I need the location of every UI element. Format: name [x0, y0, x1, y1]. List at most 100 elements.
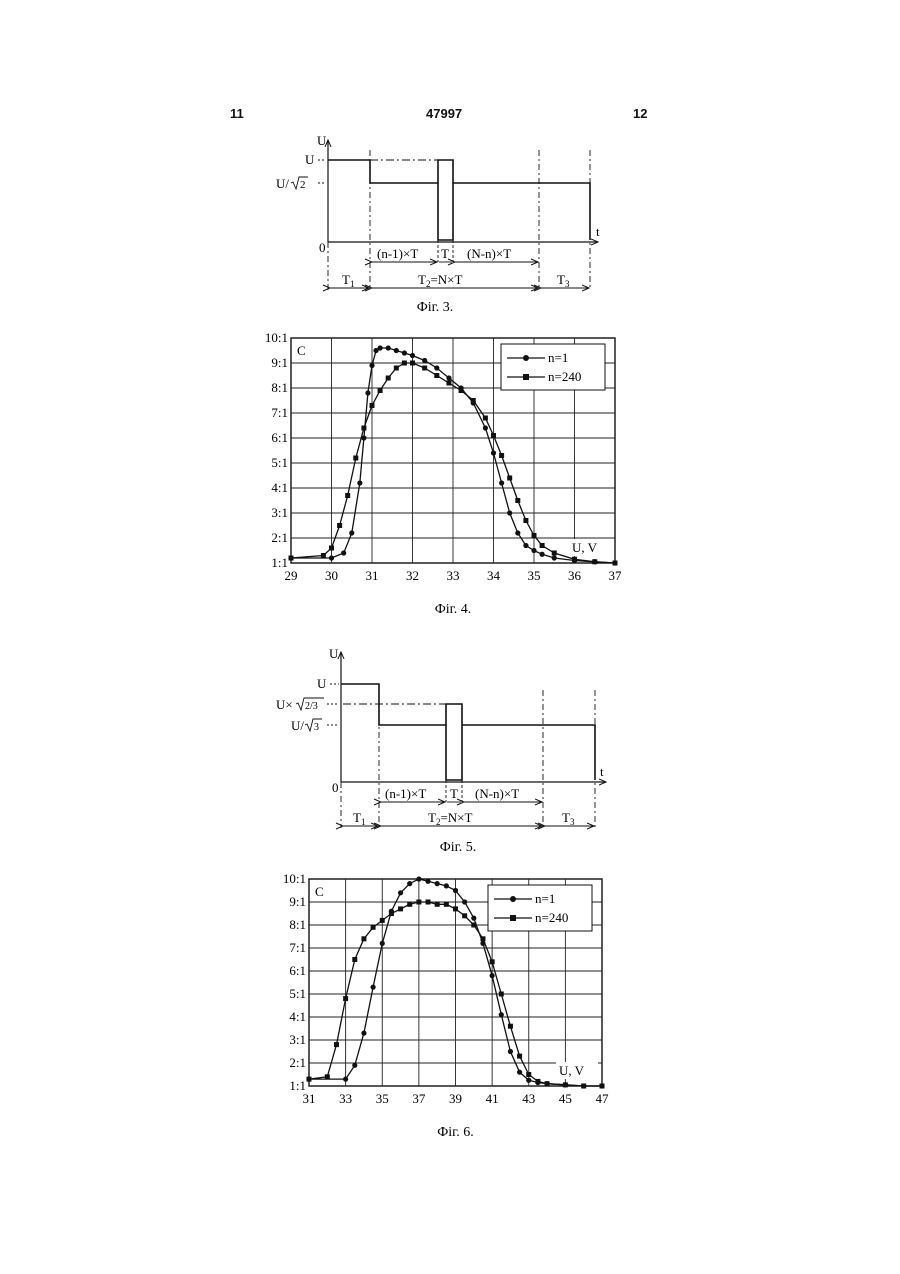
fig6-point-circle — [398, 890, 403, 895]
fig4-point-square — [592, 559, 597, 564]
fig6-x-tick-label: 45 — [559, 1091, 572, 1106]
fig4-x-tick-label: 30 — [325, 568, 338, 583]
fig6-point-square — [389, 911, 394, 916]
fig4-point-circle — [365, 390, 370, 395]
fig4-caption: Фіг. 4. — [435, 602, 472, 617]
fig6-point-square — [535, 1079, 540, 1084]
fig6-point-square — [563, 1082, 568, 1087]
fig4-y-tick-label: 5:1 — [271, 455, 288, 470]
fig5-seg-after-label: (N-n)×T — [475, 786, 519, 801]
fig4-point-circle — [499, 480, 504, 485]
fig6-point-square — [361, 936, 366, 941]
fig5-y-axis-label: U — [329, 646, 339, 661]
fig5-period2-label: T2=N×T — [428, 810, 473, 827]
fig5-period1-label: T1 — [353, 810, 365, 827]
fig4-x-tick-label: 33 — [447, 568, 460, 583]
fig6-point-square — [600, 1084, 605, 1089]
fig6-y-tick-label: 6:1 — [289, 963, 306, 978]
fig4-y-tick-label: 10:1 — [265, 330, 288, 345]
fig3-seg-before-label: (n-1)×T — [377, 246, 418, 261]
fig6-caption: Фіг. 6. — [437, 1125, 474, 1140]
figure-4-chart: 2930313233343536371:12:13:14:15:16:17:18… — [265, 330, 622, 617]
fig4-point-square — [394, 366, 399, 371]
fig4-legend-marker-circle — [523, 355, 529, 361]
fig4-point-circle — [531, 548, 536, 553]
fig4-legend-marker-square — [523, 374, 529, 380]
fig4-point-square — [515, 498, 520, 503]
fig4-point-circle — [540, 552, 545, 557]
fig5-seg-before-label: (n-1)×T — [385, 786, 426, 801]
fig4-point-circle — [515, 530, 520, 535]
fig6-point-circle — [444, 883, 449, 888]
fig3-level-high-label: U — [305, 152, 315, 167]
fig6-point-square — [334, 1042, 339, 1047]
fig3-seg-pulse-label: T — [441, 246, 449, 261]
fig4-point-square — [446, 381, 451, 386]
fig4-point-circle — [357, 480, 362, 485]
fig4-point-square — [434, 373, 439, 378]
fig4-x-tick-label: 37 — [609, 568, 623, 583]
fig5-period3-label: T3 — [562, 810, 575, 827]
fig6-corner-label: C — [315, 884, 324, 899]
fig4-point-circle — [446, 375, 451, 380]
fig4-point-square — [345, 493, 350, 498]
fig6-point-square — [480, 936, 485, 941]
fig4-point-square — [422, 366, 427, 371]
fig4-y-tick-label: 4:1 — [271, 480, 288, 495]
fig4-y-tick-label: 8:1 — [271, 380, 288, 395]
fig4-point-circle — [434, 365, 439, 370]
fig6-point-circle — [352, 1063, 357, 1068]
fig6-point-circle — [407, 881, 412, 886]
fig5-caption: Фіг. 5. — [440, 840, 477, 855]
fig6-point-square — [435, 902, 440, 907]
svg-text:U×: U× — [276, 697, 293, 712]
figure-3-timing-diagram: U t 0 U U/ 2 (n-1)×T T (N-n)×T T1 — [276, 133, 600, 315]
fig4-point-circle — [552, 555, 557, 560]
fig3-period1-label: T1 — [342, 272, 354, 289]
fig6-point-square — [416, 900, 421, 905]
fig3-origin-label: 0 — [319, 240, 326, 255]
fig6-x-tick-label: 43 — [522, 1091, 535, 1106]
fig4-point-square — [572, 557, 577, 562]
svg-text:U/: U/ — [276, 176, 289, 191]
fig4-y-tick-label: 9:1 — [271, 355, 288, 370]
fig6-point-square — [371, 925, 376, 930]
fig4-x-tick-label: 35 — [528, 568, 541, 583]
fig4-y-tick-label: 7:1 — [271, 405, 288, 420]
fig4-x-tick-label: 29 — [285, 568, 298, 583]
figures-canvas: U t 0 U U/ 2 (n-1)×T T (N-n)×T T1 — [0, 0, 900, 1274]
fig6-x-tick-label: 33 — [339, 1091, 352, 1106]
fig6-x-tick-label: 37 — [412, 1091, 426, 1106]
fig6-legend-marker-square — [510, 915, 516, 921]
fig4-y-tick-label: 2:1 — [271, 530, 288, 545]
fig6-y-tick-label: 4:1 — [289, 1009, 306, 1024]
svg-text:U/: U/ — [291, 718, 304, 733]
fig4-point-circle — [386, 345, 391, 350]
fig3-x-axis-label: t — [596, 224, 600, 239]
fig6-y-tick-label: 1:1 — [289, 1078, 306, 1093]
fig6-point-circle — [453, 888, 458, 893]
fig6-point-circle — [490, 973, 495, 978]
fig6-point-square — [453, 906, 458, 911]
fig5-level-lower-label: U/ 3 — [291, 718, 322, 733]
fig6-point-square — [499, 992, 504, 997]
fig6-point-square — [407, 902, 412, 907]
fig5-pulse-outline — [446, 725, 462, 780]
fig6-point-square — [471, 923, 476, 928]
fig6-point-square — [508, 1024, 513, 1029]
fig6-x-tick-label: 41 — [486, 1091, 499, 1106]
fig4-point-circle — [341, 550, 346, 555]
fig6-point-square — [325, 1074, 330, 1079]
fig4-point-square — [471, 398, 476, 403]
fig4-point-circle — [523, 543, 528, 548]
fig6-point-circle — [361, 1031, 366, 1036]
fig4-y-tick-label: 3:1 — [271, 505, 288, 520]
fig6-point-circle — [462, 899, 467, 904]
fig4-point-square — [329, 546, 334, 551]
fig6-point-square — [490, 959, 495, 964]
fig6-point-square — [307, 1077, 312, 1082]
fig6-point-square — [526, 1072, 531, 1077]
fig6-legend-marker-circle — [510, 896, 516, 902]
fig6-legend-label-2: n=240 — [535, 910, 568, 925]
fig3-period3-label: T3 — [557, 272, 570, 289]
